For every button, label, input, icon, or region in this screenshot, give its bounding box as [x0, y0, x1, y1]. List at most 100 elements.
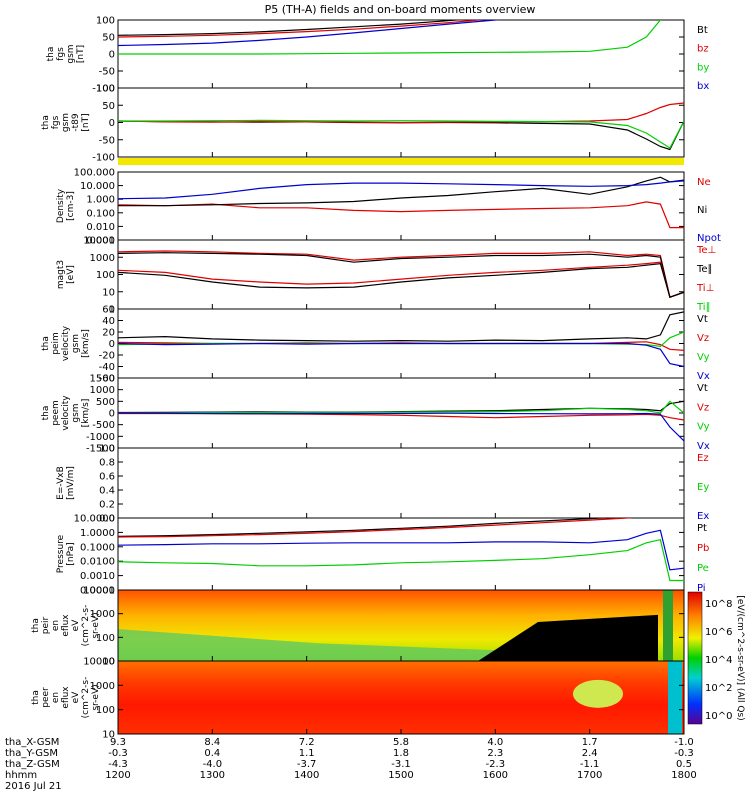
x-axis-row-label: tha_Y-GSM	[5, 748, 58, 759]
y-axis-label: en	[51, 620, 61, 631]
y-axis-label: gsm	[61, 113, 71, 132]
y-axis-label: [km/s]	[81, 329, 91, 358]
y-tick-label: 0.8	[99, 458, 115, 469]
y-axis-label: tha	[41, 406, 51, 421]
x-axis-value: -2.3	[486, 759, 506, 770]
x-axis-value: -3.7	[297, 759, 317, 770]
y-axis-label: eflux	[61, 686, 71, 709]
y-axis-label: sr-eV)	[91, 612, 101, 638]
colorbar-tick-label: 10^8	[705, 599, 732, 610]
series-line-bx	[118, 20, 501, 47]
spectrogram-feature	[573, 679, 623, 708]
y-axis-label: gsm	[66, 44, 76, 63]
x-axis-value: 1.1	[299, 748, 315, 759]
colorbar-tick-label: 10^0	[705, 711, 732, 722]
y-axis-label: en	[51, 692, 61, 703]
legend-entry: Vz	[697, 333, 709, 344]
y-tick-label: 1	[109, 305, 115, 316]
series-line-Ti∥	[118, 262, 684, 298]
legend-entry: Vx	[697, 441, 710, 452]
y-axis-label: gsm	[71, 334, 81, 353]
y-axis-label: Pressure	[56, 534, 66, 573]
series-line-Pi	[118, 529, 684, 571]
series-line-Ni	[118, 176, 684, 207]
y-tick-label: 100	[96, 84, 115, 95]
y-axis-label: peim	[51, 332, 61, 355]
y-axis-label: tha	[31, 690, 41, 705]
x-axis-value: -3.1	[391, 759, 411, 770]
x-axis-value: 0.4	[204, 748, 220, 759]
y-tick-label: -100	[92, 153, 115, 164]
y-axis-label: [nPa]	[66, 542, 76, 565]
spectrogram-band	[668, 661, 682, 734]
y-tick-label: 1000	[90, 253, 115, 264]
y-tick-label: 0.0	[99, 514, 115, 525]
y-tick-label: 10	[102, 730, 115, 741]
x-axis-value: 1.7	[582, 737, 598, 748]
panel-frame	[117, 239, 685, 310]
x-axis-value: 1800	[671, 770, 696, 781]
x-axis-value: 1200	[105, 770, 130, 781]
y-tick-label: 1.0	[99, 444, 115, 455]
x-axis-value: -1.1	[580, 759, 600, 770]
legend-entry: Vy	[697, 352, 710, 363]
y-tick-label: 10.0000	[74, 514, 115, 525]
y-tick-label: 1000	[90, 681, 115, 692]
legend-entry: Ni	[697, 205, 707, 216]
legend-entry: Vt	[697, 383, 708, 394]
y-axis-label: eV	[71, 691, 81, 704]
panel-pressure: 10.0000 1.0000 0.1000 0.0100 0.0010 0.0001 Pre…	[56, 514, 709, 597]
y-tick-label: -1000	[86, 432, 115, 443]
legend-entry: Pt	[697, 523, 707, 534]
x-axis-value: -4.3	[108, 759, 128, 770]
y-axis-label: (cm^2-s-	[81, 605, 91, 647]
legend-entry: Ey	[697, 482, 709, 493]
legend-entry: by	[697, 62, 709, 73]
y-tick-label: -60	[99, 374, 115, 385]
spectrogram-low-flux	[118, 629, 498, 661]
panel-fgs-gsm: 100 50 0 -50 -100 tha fgs gsm [nT] Bt bz by bx	[46, 16, 709, 95]
legend-entry: bz	[697, 44, 709, 55]
y-axis-label: tha	[46, 47, 56, 62]
x-axis-row-label: tha_Z-GSM	[5, 759, 60, 770]
x-axis-value: 1300	[200, 770, 225, 781]
series-line-bz	[118, 20, 487, 38]
y-tick-label: 10000	[83, 657, 115, 668]
y-tick-label: -50	[99, 135, 115, 146]
y-tick-label: -40	[99, 362, 115, 373]
y-tick-label: 100.000	[74, 168, 115, 179]
y-axis-label: peer	[41, 687, 51, 708]
x-axis-value: -0.3	[108, 748, 128, 759]
plot-title: P5 (TH-A) fields and on-board moments ov…	[265, 3, 536, 16]
series-line-Vx	[118, 342, 684, 368]
legend-entry: Ti⊥	[696, 283, 714, 294]
y-axis-label: magt3	[56, 260, 66, 289]
series-line-Pb	[118, 518, 634, 538]
series-line-Te⊥	[118, 250, 684, 298]
y-tick-label: 10000	[83, 236, 115, 247]
y-tick-label: 10	[102, 657, 115, 668]
legend-entry: Te∥	[696, 264, 713, 275]
x-axis-value: 8.4	[204, 737, 220, 748]
legend-entry: Pb	[697, 543, 709, 554]
legend-entry: Ne	[697, 177, 711, 188]
x-axis-value: -0.3	[674, 748, 694, 759]
y-axis-label: eflux	[61, 614, 71, 637]
y-tick-label: 40	[102, 316, 115, 327]
y-tick-label: 50	[102, 33, 115, 44]
y-axis-label: sr-eV)	[91, 684, 101, 710]
y-tick-label: 10000	[83, 586, 115, 597]
y-tick-label: 0.2	[99, 500, 115, 511]
y-tick-label: 1.0000	[80, 528, 115, 539]
panel-efield: 1.0 0.8 0.6 0.4 0.2 0.0 E=-VxB [mV/m] Ez Ey Ex	[56, 444, 709, 525]
status-bar	[118, 158, 684, 165]
x-axis-value: 2.3	[487, 748, 503, 759]
y-tick-label: 100	[96, 16, 115, 27]
y-tick-label: -1500	[86, 444, 115, 455]
x-axis-value: -4.0	[203, 759, 223, 770]
series-line-Npot	[118, 180, 684, 200]
